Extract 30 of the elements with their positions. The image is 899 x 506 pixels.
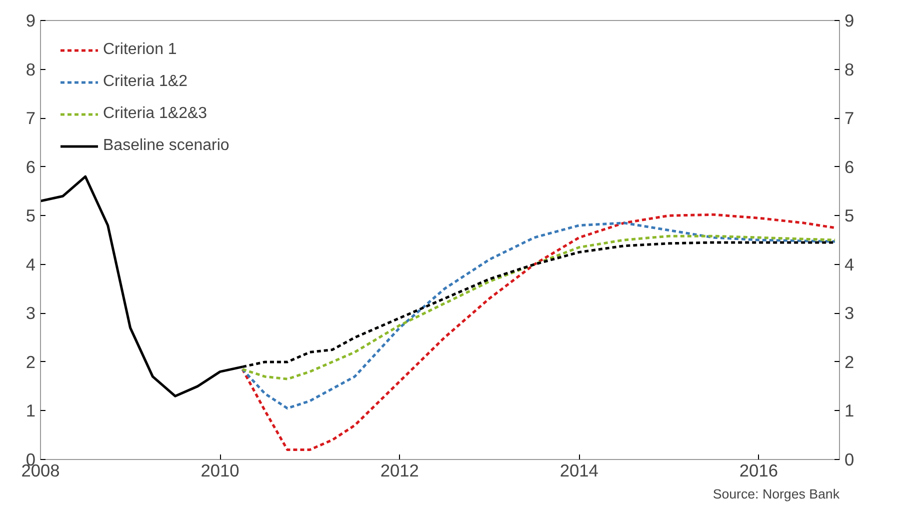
y-tick-label: 9 [26,10,36,30]
y2-tick-label: 0 [844,450,854,470]
legend-label: Criteria 1&2&3 [103,105,208,123]
legend-label: Baseline scenario [103,137,230,155]
y-tick-label: 4 [26,254,36,274]
y-tick-label: 2 [26,352,36,372]
legend-label: Criterion 1 [103,41,177,59]
y-tick-label: 5 [26,206,36,226]
y2-tick-label: 9 [844,10,854,30]
source-note: Source: Norges Bank [712,486,840,502]
y2-tick-label: 1 [844,400,854,421]
y-tick-label: 8 [26,59,36,80]
y2-tick-label: 7 [844,108,854,128]
y2-tick-label: 2 [844,352,854,372]
line-series [241,213,836,451]
x-tick-label: 2010 [200,460,240,480]
y2-tick-label: 8 [844,59,854,80]
y2-tick-label: 3 [844,303,854,324]
x-tick-label: 2014 [560,460,599,480]
line-series [241,222,836,410]
y-tick-label: 3 [26,303,36,324]
y-tick-label: 6 [26,156,36,177]
y2-tick-label: 4 [844,254,854,274]
y2-tick-label: 5 [844,206,854,226]
legend-label: Criteria 1&2 [103,73,188,91]
x-tick-label: 2016 [739,460,778,480]
y-tick-label: 7 [26,108,36,128]
y-tick-label: 1 [26,400,36,421]
x-tick-label: 2012 [380,460,419,480]
y2-tick-label: 6 [844,156,854,177]
